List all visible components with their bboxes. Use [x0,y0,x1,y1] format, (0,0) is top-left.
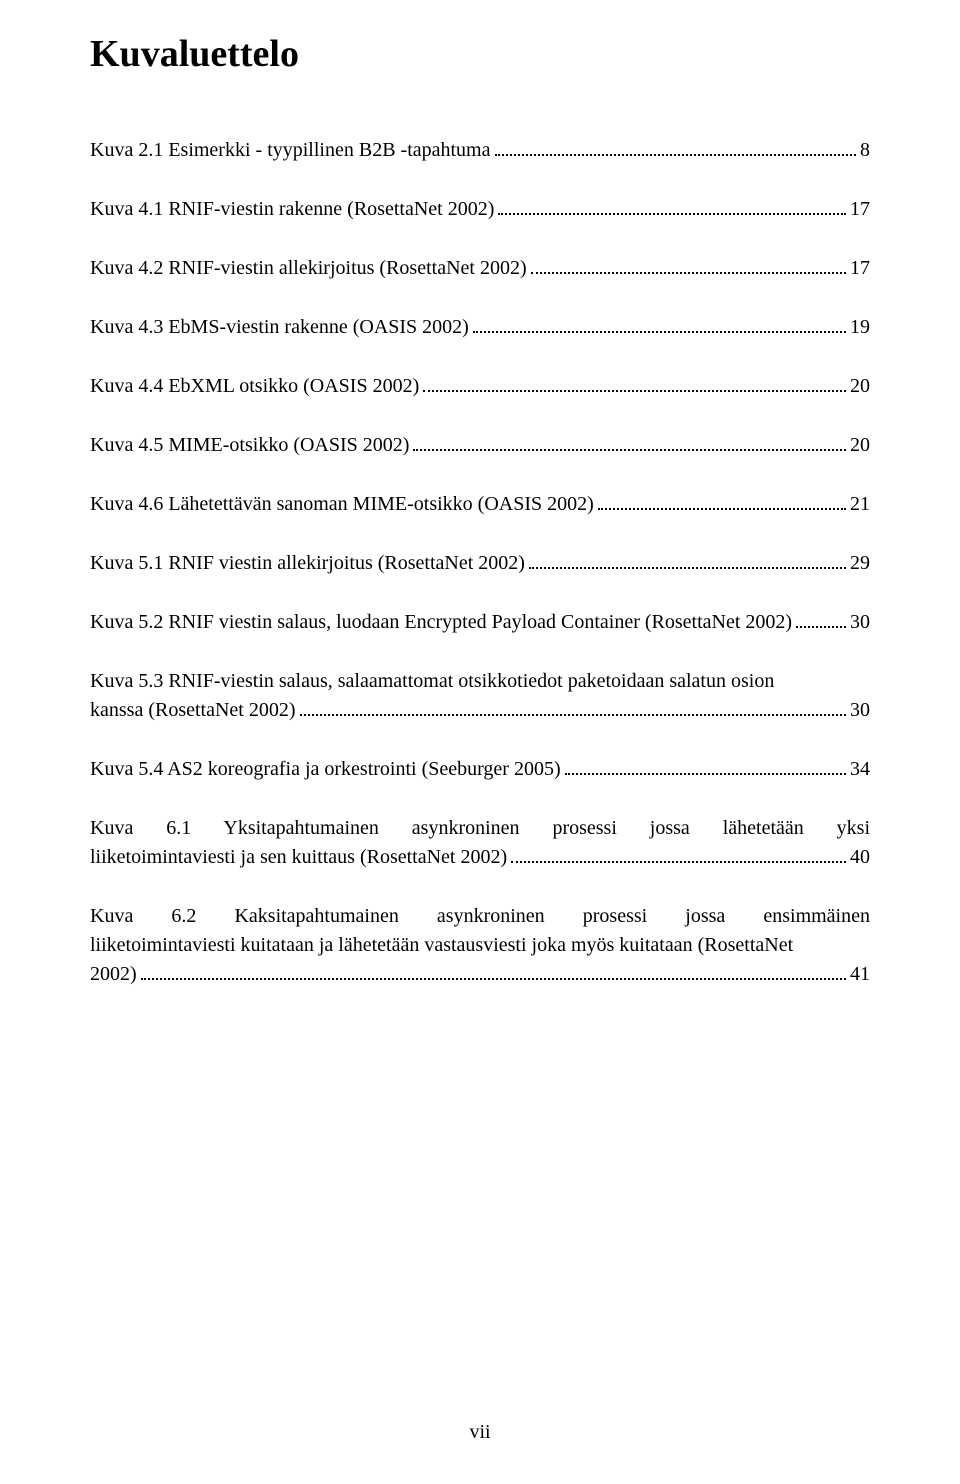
toc-entry: Kuva 5.3 RNIF-viestin salaus, salaamatto… [90,667,870,725]
toc-entry-page: 19 [850,313,870,342]
leader-dots [141,960,846,980]
toc-entry-page: 40 [850,843,870,872]
toc-entry: Kuva 6.1 Yksitapahtumainen asynkroninen … [90,814,870,872]
toc-entry: Kuva 4.1 RNIF-viestin rakenne (RosettaNe… [90,195,870,224]
toc-entry-page: 30 [850,608,870,637]
leader-dots [529,549,846,569]
toc-entry-page: 20 [850,431,870,460]
toc-entry-page: 8 [860,136,870,165]
leader-dots [423,372,846,392]
toc-entry-text: Kuva 4.6 Lähetettävän sanoman MIME-otsik… [90,490,594,519]
leader-dots [511,843,846,863]
leader-dots [531,254,846,274]
toc-entry: Kuva 4.4 EbXML otsikko (OASIS 2002) 20 [90,372,870,401]
toc-entry-page: 20 [850,372,870,401]
toc-entry: Kuva 4.6 Lähetettävän sanoman MIME-otsik… [90,490,870,519]
leader-dots [473,313,846,333]
toc-entry: Kuva 5.2 RNIF viestin salaus, luodaan En… [90,608,870,637]
toc-entry-page: 30 [850,696,870,725]
toc-entry-text: Kuva 5.1 RNIF viestin allekirjoitus (Ros… [90,549,525,578]
toc-entry: Kuva 6.2 Kaksitapahtumainen asynkroninen… [90,902,870,989]
toc-entry-page: 21 [850,490,870,519]
toc-entry-text: Kuva 4.5 MIME-otsikko (OASIS 2002) [90,431,409,460]
toc-entry-text: Kuva 4.1 RNIF-viestin rakenne (RosettaNe… [90,195,494,224]
toc-entry-text-line1: Kuva 6.1 Yksitapahtumainen asynkroninen … [90,814,870,843]
toc-entry-page: 41 [850,960,870,989]
toc-entry-text-line3: 2002) [90,960,137,989]
page-number: vii [0,1421,960,1444]
toc-entry-text: Kuva 2.1 Esimerkki - tyypillinen B2B -ta… [90,136,491,165]
leader-dots [300,696,846,716]
leader-dots [495,136,857,156]
toc-entry-page: 17 [850,195,870,224]
toc-entry: Kuva 4.2 RNIF-viestin allekirjoitus (Ros… [90,254,870,283]
toc-entry-text: Kuva 5.4 AS2 koreografia ja orkestrointi… [90,755,561,784]
toc-entry: Kuva 4.3 EbMS-viestin rakenne (OASIS 200… [90,313,870,342]
leader-dots [796,608,846,628]
toc-entry-text-line1: Kuva 6.2 Kaksitapahtumainen asynkroninen… [90,902,870,931]
leader-dots [498,195,846,215]
leader-dots [413,431,846,451]
toc-entry-text-line2: liiketoimintaviesti ja sen kuittaus (Ros… [90,843,507,872]
toc-entry-text-line1: Kuva 5.3 RNIF-viestin salaus, salaamatto… [90,667,870,696]
toc-entry-text-line2: liiketoimintaviesti kuitataan ja lähetet… [90,931,870,960]
toc-entry-text-line2: kanssa (RosettaNet 2002) [90,696,296,725]
toc-entry-text: Kuva 4.2 RNIF-viestin allekirjoitus (Ros… [90,254,527,283]
leader-dots [565,755,846,775]
toc-entry: Kuva 4.5 MIME-otsikko (OASIS 2002) 20 [90,431,870,460]
toc-entry-page: 34 [850,755,870,784]
toc-entry-text: Kuva 5.2 RNIF viestin salaus, luodaan En… [90,608,792,637]
toc-entry-text: Kuva 4.4 EbXML otsikko (OASIS 2002) [90,372,419,401]
page: Kuvaluettelo Kuva 2.1 Esimerkki - tyypil… [0,0,960,1484]
page-title: Kuvaluettelo [90,32,870,76]
toc-entry: Kuva 5.1 RNIF viestin allekirjoitus (Ros… [90,549,870,578]
toc-entry: Kuva 2.1 Esimerkki - tyypillinen B2B -ta… [90,136,870,165]
toc-entry: Kuva 5.4 AS2 koreografia ja orkestrointi… [90,755,870,784]
toc-entry-page: 17 [850,254,870,283]
toc-entry-page: 29 [850,549,870,578]
toc-entry-text: Kuva 4.3 EbMS-viestin rakenne (OASIS 200… [90,313,469,342]
leader-dots [598,490,846,510]
